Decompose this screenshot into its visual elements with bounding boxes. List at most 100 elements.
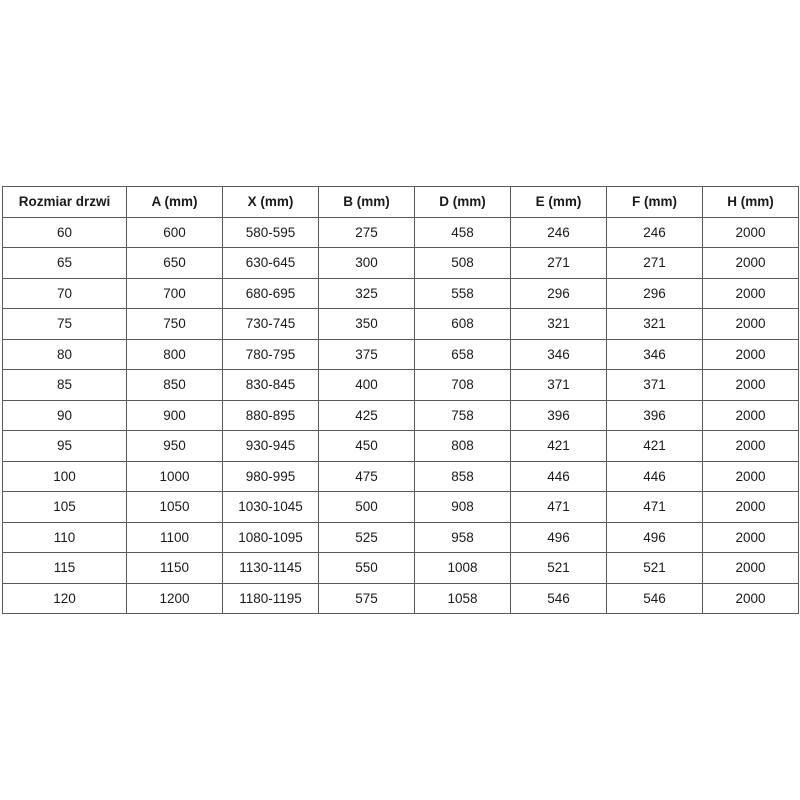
table-cell: 980-995 bbox=[222, 460, 319, 492]
table-cell: 930-945 bbox=[222, 430, 319, 462]
column-header-3: B (mm) bbox=[318, 186, 415, 218]
table-cell: 2000 bbox=[702, 399, 799, 431]
table-row: 85 850 830-845 400 708 371 371 2000 bbox=[2, 369, 799, 401]
table-cell: 700 bbox=[126, 277, 223, 309]
table-row: 95 950 930-945 450 808 421 421 2000 bbox=[2, 430, 799, 462]
table-cell: 400 bbox=[318, 369, 415, 401]
table-cell: 458 bbox=[414, 216, 511, 248]
table-cell: 325 bbox=[318, 277, 415, 309]
table-cell: 508 bbox=[414, 247, 511, 279]
table-cell: 708 bbox=[414, 369, 511, 401]
table-cell: 396 bbox=[606, 399, 703, 431]
dimensions-table-container: Rozmiar drzwi A (mm) X (mm) B (mm) D (mm) E (… bbox=[2, 186, 799, 614]
table-cell: 521 bbox=[510, 552, 607, 584]
column-header-2: X (mm) bbox=[222, 186, 319, 218]
table-cell: 300 bbox=[318, 247, 415, 279]
table-cell: 800 bbox=[126, 338, 223, 370]
table-row: 60 600 580-595 275 458 246 246 2000 bbox=[2, 216, 799, 248]
table-cell: 271 bbox=[510, 247, 607, 279]
table-cell: 2000 bbox=[702, 521, 799, 553]
table-cell: 246 bbox=[606, 216, 703, 248]
table-cell: 296 bbox=[606, 277, 703, 309]
table-row: 75 750 730-745 350 608 321 321 2000 bbox=[2, 308, 799, 340]
table-row: 80 800 780-795 375 658 346 346 2000 bbox=[2, 338, 799, 370]
table-cell: 110 bbox=[2, 521, 127, 553]
column-header-5: E (mm) bbox=[510, 186, 607, 218]
table-cell: 2000 bbox=[702, 247, 799, 279]
table-cell: 900 bbox=[126, 399, 223, 431]
table-cell: 396 bbox=[510, 399, 607, 431]
table-row: 115 1150 1130-1145 550 1008 521 521 2000 bbox=[2, 552, 799, 584]
table-cell: 105 bbox=[2, 491, 127, 523]
table-cell: 70 bbox=[2, 277, 127, 309]
table-cell: 850 bbox=[126, 369, 223, 401]
table-cell: 880-895 bbox=[222, 399, 319, 431]
table-cell: 2000 bbox=[702, 338, 799, 370]
table-cell: 950 bbox=[126, 430, 223, 462]
table-cell: 546 bbox=[606, 582, 703, 614]
table-cell: 350 bbox=[318, 308, 415, 340]
table-cell: 600 bbox=[126, 216, 223, 248]
table-cell: 575 bbox=[318, 582, 415, 614]
table-cell: 2000 bbox=[702, 491, 799, 523]
header-row: Rozmiar drzwi A (mm) X (mm) B (mm) D (mm) E (… bbox=[2, 186, 799, 218]
table-cell: 85 bbox=[2, 369, 127, 401]
table-cell: 246 bbox=[510, 216, 607, 248]
table-cell: 558 bbox=[414, 277, 511, 309]
table-cell: 2000 bbox=[702, 552, 799, 584]
table-cell: 421 bbox=[606, 430, 703, 462]
table-cell: 858 bbox=[414, 460, 511, 492]
table-cell: 730-745 bbox=[222, 308, 319, 340]
table-row: 120 1200 1180-1195 575 1058 546 546 2000 bbox=[2, 582, 799, 614]
table-cell: 808 bbox=[414, 430, 511, 462]
table-cell: 1030-1045 bbox=[222, 491, 319, 523]
table-cell: 580-595 bbox=[222, 216, 319, 248]
table-cell: 95 bbox=[2, 430, 127, 462]
table-cell: 321 bbox=[606, 308, 703, 340]
table-cell: 2000 bbox=[702, 369, 799, 401]
table-cell: 421 bbox=[510, 430, 607, 462]
table-cell: 296 bbox=[510, 277, 607, 309]
table-cell: 2000 bbox=[702, 216, 799, 248]
table-cell: 100 bbox=[2, 460, 127, 492]
table-row: 65 650 630-645 300 508 271 271 2000 bbox=[2, 247, 799, 279]
table-row: 70 700 680-695 325 558 296 296 2000 bbox=[2, 277, 799, 309]
table-cell: 780-795 bbox=[222, 338, 319, 370]
table-cell: 371 bbox=[606, 369, 703, 401]
table-cell: 1080-1095 bbox=[222, 521, 319, 553]
table-cell: 650 bbox=[126, 247, 223, 279]
table-cell: 550 bbox=[318, 552, 415, 584]
table-head: Rozmiar drzwi A (mm) X (mm) B (mm) D (mm) E (… bbox=[2, 186, 799, 218]
table-cell: 2000 bbox=[702, 582, 799, 614]
table-cell: 471 bbox=[510, 491, 607, 523]
table-cell: 1000 bbox=[126, 460, 223, 492]
table-cell: 2000 bbox=[702, 430, 799, 462]
table-cell: 908 bbox=[414, 491, 511, 523]
dimensions-table: Rozmiar drzwi A (mm) X (mm) B (mm) D (mm) E (… bbox=[2, 186, 799, 614]
table-cell: 446 bbox=[606, 460, 703, 492]
table-row: 90 900 880-895 425 758 396 396 2000 bbox=[2, 399, 799, 431]
table-cell: 271 bbox=[606, 247, 703, 279]
table-cell: 630-645 bbox=[222, 247, 319, 279]
table-cell: 1100 bbox=[126, 521, 223, 553]
table-cell: 680-695 bbox=[222, 277, 319, 309]
table-cell: 371 bbox=[510, 369, 607, 401]
table-cell: 2000 bbox=[702, 308, 799, 340]
table-cell: 496 bbox=[510, 521, 607, 553]
table-body: 60 600 580-595 275 458 246 246 2000 65 650 630-645… bbox=[2, 216, 799, 614]
table-cell: 90 bbox=[2, 399, 127, 431]
table-cell: 758 bbox=[414, 399, 511, 431]
table-cell: 80 bbox=[2, 338, 127, 370]
table-row: 100 1000 980-995 475 858 446 446 2000 bbox=[2, 460, 799, 492]
table-cell: 65 bbox=[2, 247, 127, 279]
table-cell: 60 bbox=[2, 216, 127, 248]
table-cell: 1008 bbox=[414, 552, 511, 584]
column-header-6: F (mm) bbox=[606, 186, 703, 218]
table-cell: 115 bbox=[2, 552, 127, 584]
column-header-1: A (mm) bbox=[126, 186, 223, 218]
table-cell: 75 bbox=[2, 308, 127, 340]
table-cell: 1130-1145 bbox=[222, 552, 319, 584]
table-cell: 375 bbox=[318, 338, 415, 370]
table-cell: 1150 bbox=[126, 552, 223, 584]
